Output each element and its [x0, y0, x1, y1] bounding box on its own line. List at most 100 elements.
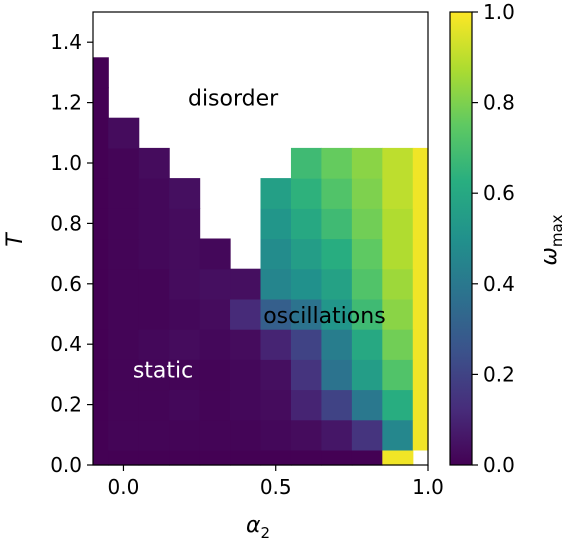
heatmap-cell — [290, 389, 323, 421]
heatmap-cell — [290, 208, 323, 240]
heatmap-plot-area: disorder oscillations static — [92, 11, 429, 466]
heatmap-cell — [108, 238, 140, 270]
heatmap-cell — [93, 389, 109, 421]
heatmap-cell — [260, 329, 292, 360]
heatmap-cell — [169, 208, 201, 240]
heatmap-cell — [412, 329, 429, 360]
heatmap-cell — [290, 359, 323, 391]
x-tick-label: 1.0 — [412, 475, 444, 499]
heatmap-cell — [93, 449, 109, 466]
region-label: static — [133, 358, 193, 383]
colorbar-frame — [449, 11, 473, 466]
heatmap-cell — [260, 298, 292, 330]
heatmap-cell — [169, 359, 201, 391]
colorbar: 0.0 0.2 0.4 0.6 0.8 1.0 ωmax — [449, 0, 566, 477]
x-axis-ticks: 0.0 0.5 1.0 — [108, 465, 444, 499]
heatmap-cell — [169, 178, 201, 209]
heatmap-cell — [138, 449, 170, 466]
heatmap-cell — [382, 389, 414, 421]
colorbar-tick-label: 0.6 — [483, 181, 515, 205]
heatmap-cell — [321, 238, 353, 270]
heatmap-cell — [351, 449, 383, 466]
heatmap-cell — [260, 449, 292, 466]
y-axis-label: T — [3, 232, 28, 247]
heatmap-cell — [230, 298, 262, 330]
heatmap-cell — [290, 329, 323, 360]
heatmap-cell — [108, 449, 140, 466]
heatmap-cell — [108, 359, 140, 391]
heatmap-cell — [351, 238, 383, 270]
colorbar-ticks: 0.0 0.2 0.4 0.6 0.8 1.0 — [472, 0, 515, 477]
heatmap-cell — [290, 147, 323, 179]
heatmap-cell — [93, 147, 109, 179]
heatmap-cell — [382, 238, 414, 270]
heatmap-cell — [93, 57, 109, 89]
heatmap-cell — [93, 359, 109, 391]
heatmap-cell — [412, 147, 429, 179]
heatmap-cell — [382, 178, 414, 209]
heatmap-cell — [321, 208, 353, 240]
heatmap-cell — [138, 268, 170, 300]
colorbar-label: ωmax — [537, 214, 566, 265]
heatmap-cell — [260, 359, 292, 391]
heatmap-cell — [138, 238, 170, 270]
heatmap-cell — [230, 268, 262, 300]
heatmap-cell — [412, 208, 429, 240]
heatmap-cell — [412, 268, 429, 300]
heatmap-cell — [412, 389, 429, 421]
heatmap-cell — [169, 419, 201, 451]
heatmap-cell — [93, 117, 109, 149]
heatmap-cell — [260, 178, 292, 209]
heatmap-cell — [199, 329, 231, 360]
y-tick-label: 0.8 — [50, 211, 82, 235]
heatmap-cell — [199, 268, 231, 300]
heatmap-cell — [199, 298, 231, 330]
heatmap-cell — [93, 268, 109, 300]
heatmap-cell — [260, 238, 292, 270]
heatmap-cell — [93, 238, 109, 270]
heatmap-cell — [169, 298, 201, 330]
heatmap-cell — [321, 298, 353, 330]
heatmap-cell — [382, 208, 414, 240]
heatmap-cell — [351, 178, 383, 209]
heatmap-cell — [351, 208, 383, 240]
x-tick-label: 0.0 — [108, 475, 140, 499]
heatmap-cell — [199, 389, 231, 421]
colorbar-tick-label: 0.0 — [483, 453, 515, 477]
heatmap-cell — [321, 178, 353, 209]
heatmap-cell — [321, 147, 353, 179]
heatmap-cell — [260, 419, 292, 451]
colorbar-tick-label: 0.8 — [483, 91, 515, 115]
heatmap-cell — [93, 419, 109, 451]
heatmap-cell — [108, 147, 140, 179]
heatmap-cell — [382, 359, 414, 391]
heatmap-cell — [138, 389, 170, 421]
heatmap-cell — [290, 419, 323, 451]
plot-frame — [92, 11, 429, 466]
heatmap-cell — [199, 359, 231, 391]
heatmap-cell — [412, 178, 429, 209]
heatmap-cell — [290, 449, 323, 466]
heatmap-cell — [138, 178, 170, 209]
heatmap-cell — [290, 298, 323, 330]
heatmap-cell — [351, 268, 383, 300]
y-axis-ticks: 0.0 0.2 0.4 0.6 0.8 1.0 1.2 1.4 — [50, 30, 93, 477]
heatmap-cell — [93, 178, 109, 209]
heatmap-cells — [93, 57, 429, 466]
heatmap-cell — [351, 147, 383, 179]
y-tick-label: 1.2 — [50, 91, 82, 115]
heatmap-cell — [230, 419, 262, 451]
heatmap-cell — [108, 298, 140, 330]
heatmap-cell — [412, 298, 429, 330]
heatmap-cell — [108, 178, 140, 209]
heatmap-cell — [93, 208, 109, 240]
heatmap-cell — [108, 329, 140, 360]
heatmap-cell — [321, 268, 353, 300]
colorbar-gradient — [450, 12, 472, 465]
heatmap-cell — [412, 359, 429, 391]
heatmap-cell — [382, 449, 414, 466]
heatmap-cell — [108, 389, 140, 421]
heatmap-cell — [382, 268, 414, 300]
y-tick-label: 0.2 — [50, 393, 82, 417]
